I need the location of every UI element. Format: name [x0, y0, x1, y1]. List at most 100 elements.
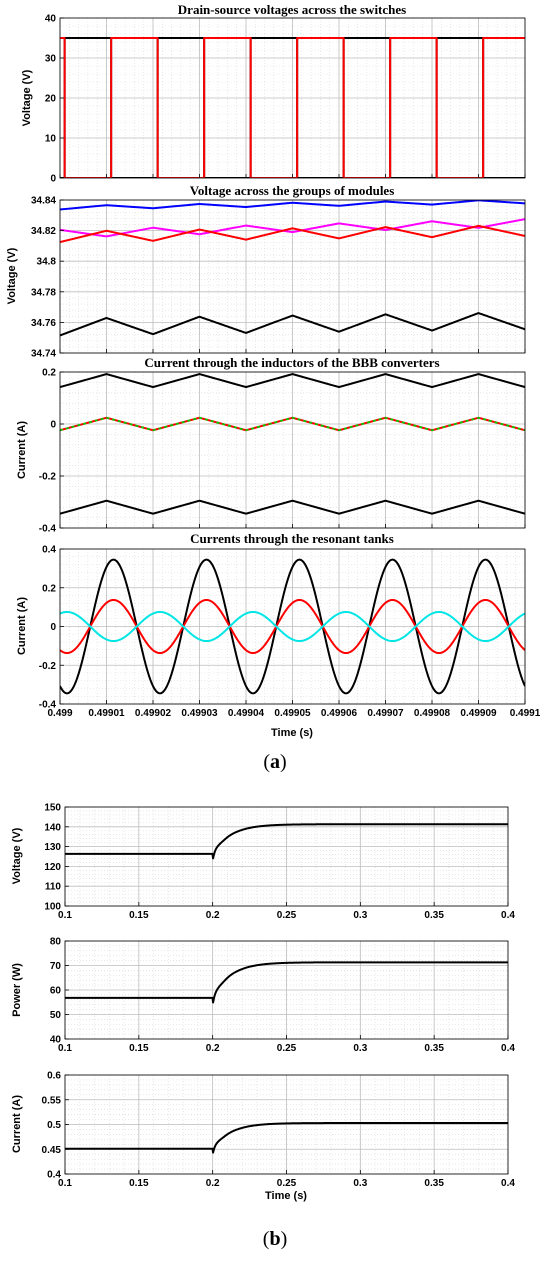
plot-area: -0.4 -0.2 0 0.2 0.4 0.499 0.49901 0.49902 0.4990… [39, 545, 541, 720]
x-tick-label: 0.15 [129, 1043, 149, 1054]
series-line-0 [65, 1122, 508, 1154]
plot-area: 0 10 20 30 40 [45, 14, 526, 185]
y-tick-label: 20 [45, 94, 57, 105]
x-tick-label: 0.2 [206, 1178, 220, 1189]
chart-panel-a1: Drain-source voltages across the switche… [21, 2, 526, 185]
y-tick-label: 0 [50, 174, 56, 185]
y-tick-label: 0.6 [47, 1071, 61, 1082]
y-tick-label: 0.5 [47, 1120, 61, 1131]
y-tick-label: 34.82 [31, 226, 56, 237]
y-tick-label: -0.2 [39, 661, 57, 672]
y-tick-label: 80 [50, 937, 62, 948]
series-line-1 [60, 598, 525, 655]
subfigure-label-b: (b) [263, 1228, 287, 1250]
series-line-2 [60, 610, 525, 643]
plot-area: 40 50 60 70 80 0.1 0.15 0.2 0.25 0.3 0.35 0.4 [50, 937, 516, 1055]
subfigure-label-open: ( [263, 1228, 270, 1250]
x-tick-label: 0.15 [129, 910, 149, 921]
x-tick-label: 0.49901 [88, 708, 125, 719]
subfigure-letter: b [269, 1228, 280, 1250]
y-tick-label: 0 [50, 622, 56, 633]
chart-panel-b2: Power (W) 40 50 60 70 80 0.1 0.15 0.2 0.25 0.3 0.3… [11, 937, 515, 1055]
y-tick-label: 10 [45, 134, 57, 145]
y-tick-label: 34.8 [37, 257, 57, 268]
series-group [60, 200, 525, 337]
chart-panel-a2: Voltage across the groups of modules Vol… [6, 183, 526, 360]
x-tick-label: 0.4991 [510, 708, 541, 719]
y-tick-label: -0.4 [39, 700, 57, 711]
y-tick-label: 34.74 [31, 349, 56, 360]
y-tick-label: 0.2 [42, 583, 56, 594]
y-tick-label: 34.78 [31, 287, 56, 298]
y-tick-label: 34.76 [31, 318, 56, 329]
x-tick-label: 0.35 [424, 910, 444, 921]
subfigure-letter: a [270, 751, 280, 773]
x-tick-label: 0.49903 [181, 708, 218, 719]
x-tick-label: 0.49902 [135, 708, 172, 719]
x-axis-label: Time (s) [265, 1190, 307, 1202]
series-line-1 [60, 37, 525, 178]
x-tick-label: 0.35 [424, 1178, 444, 1189]
subfigure-label-open: ( [263, 751, 270, 773]
series-group [65, 823, 508, 860]
series-line-0 [60, 558, 525, 695]
series-line-0 [65, 823, 508, 860]
x-axis-label: Time (s) [271, 727, 313, 739]
series-group [60, 558, 525, 695]
y-axis-label: Current (A) [16, 597, 28, 655]
series-line-0 [65, 961, 508, 1004]
x-tick-label: 0.4 [501, 1043, 515, 1054]
x-tick-label: 0.2 [206, 1043, 220, 1054]
series-group [60, 373, 525, 515]
x-tick-label: 0.499 [47, 708, 72, 719]
series-group [65, 961, 508, 1004]
y-tick-label: -0.2 [39, 472, 57, 483]
y-tick-label: 0.45 [42, 1145, 62, 1156]
series-line-3 [60, 499, 525, 515]
y-tick-label: 0.4 [47, 1170, 61, 1181]
y-tick-label: 100 [44, 902, 61, 913]
plot-area: 100 110 120 130 140 150 0.1 0.15 0.2 0.25 0.3 0.35 0… [44, 803, 515, 922]
y-tick-label: 0.55 [42, 1095, 62, 1106]
y-tick-label: 60 [50, 986, 62, 997]
x-tick-label: 0.4 [501, 910, 515, 921]
x-tick-label: 0.49908 [414, 708, 451, 719]
series-line-2 [60, 224, 525, 244]
x-tick-label: 0.3 [353, 1043, 367, 1054]
plot-area: 34.74 34.76 34.78 34.8 34.82 34.84 [31, 196, 526, 360]
chart-title: Currents through the resonant tanks [190, 531, 394, 546]
series-line-0 [60, 373, 525, 389]
subfigure-label-close: ) [280, 751, 287, 773]
x-tick-label: 0.35 [424, 1043, 444, 1054]
y-tick-label: 130 [44, 842, 61, 853]
y-tick-label: 110 [45, 882, 62, 893]
y-tick-label: 40 [45, 14, 57, 25]
x-tick-label: 0.49906 [321, 708, 358, 719]
y-axis-label: Power (W) [11, 963, 23, 1017]
y-tick-label: 150 [44, 803, 61, 814]
x-tick-label: 0.1 [58, 1043, 72, 1054]
y-tick-label: -0.4 [39, 524, 57, 535]
x-tick-label: 0.25 [277, 910, 297, 921]
x-tick-label: 0.2 [206, 910, 220, 921]
subfigure-label-close: ) [281, 1228, 288, 1250]
x-tick-label: 0.3 [353, 910, 367, 921]
y-tick-label: 30 [45, 54, 57, 65]
x-tick-label: 0.49905 [274, 708, 311, 719]
x-tick-label: 0.1 [58, 910, 72, 921]
series-line-1 [60, 218, 525, 238]
x-tick-label: 0.49904 [228, 708, 265, 719]
x-tick-label: 0.3 [353, 1178, 367, 1189]
chart-title: Current through the inductors of the BBB… [144, 355, 439, 370]
y-axis-label: Voltage (V) [21, 69, 33, 126]
y-axis-label: Current (A) [16, 421, 28, 479]
chart-title: Voltage across the groups of modules [190, 183, 395, 198]
series-line-2 [60, 416, 525, 432]
x-tick-label: 0.49907 [367, 708, 404, 719]
x-tick-label: 0.25 [277, 1043, 297, 1054]
series-group [65, 1122, 508, 1154]
x-tick-label: 0.1 [58, 1178, 72, 1189]
chart-panel-a3: Current through the inductors of the BBB… [16, 355, 526, 535]
series-line-3 [60, 312, 525, 337]
